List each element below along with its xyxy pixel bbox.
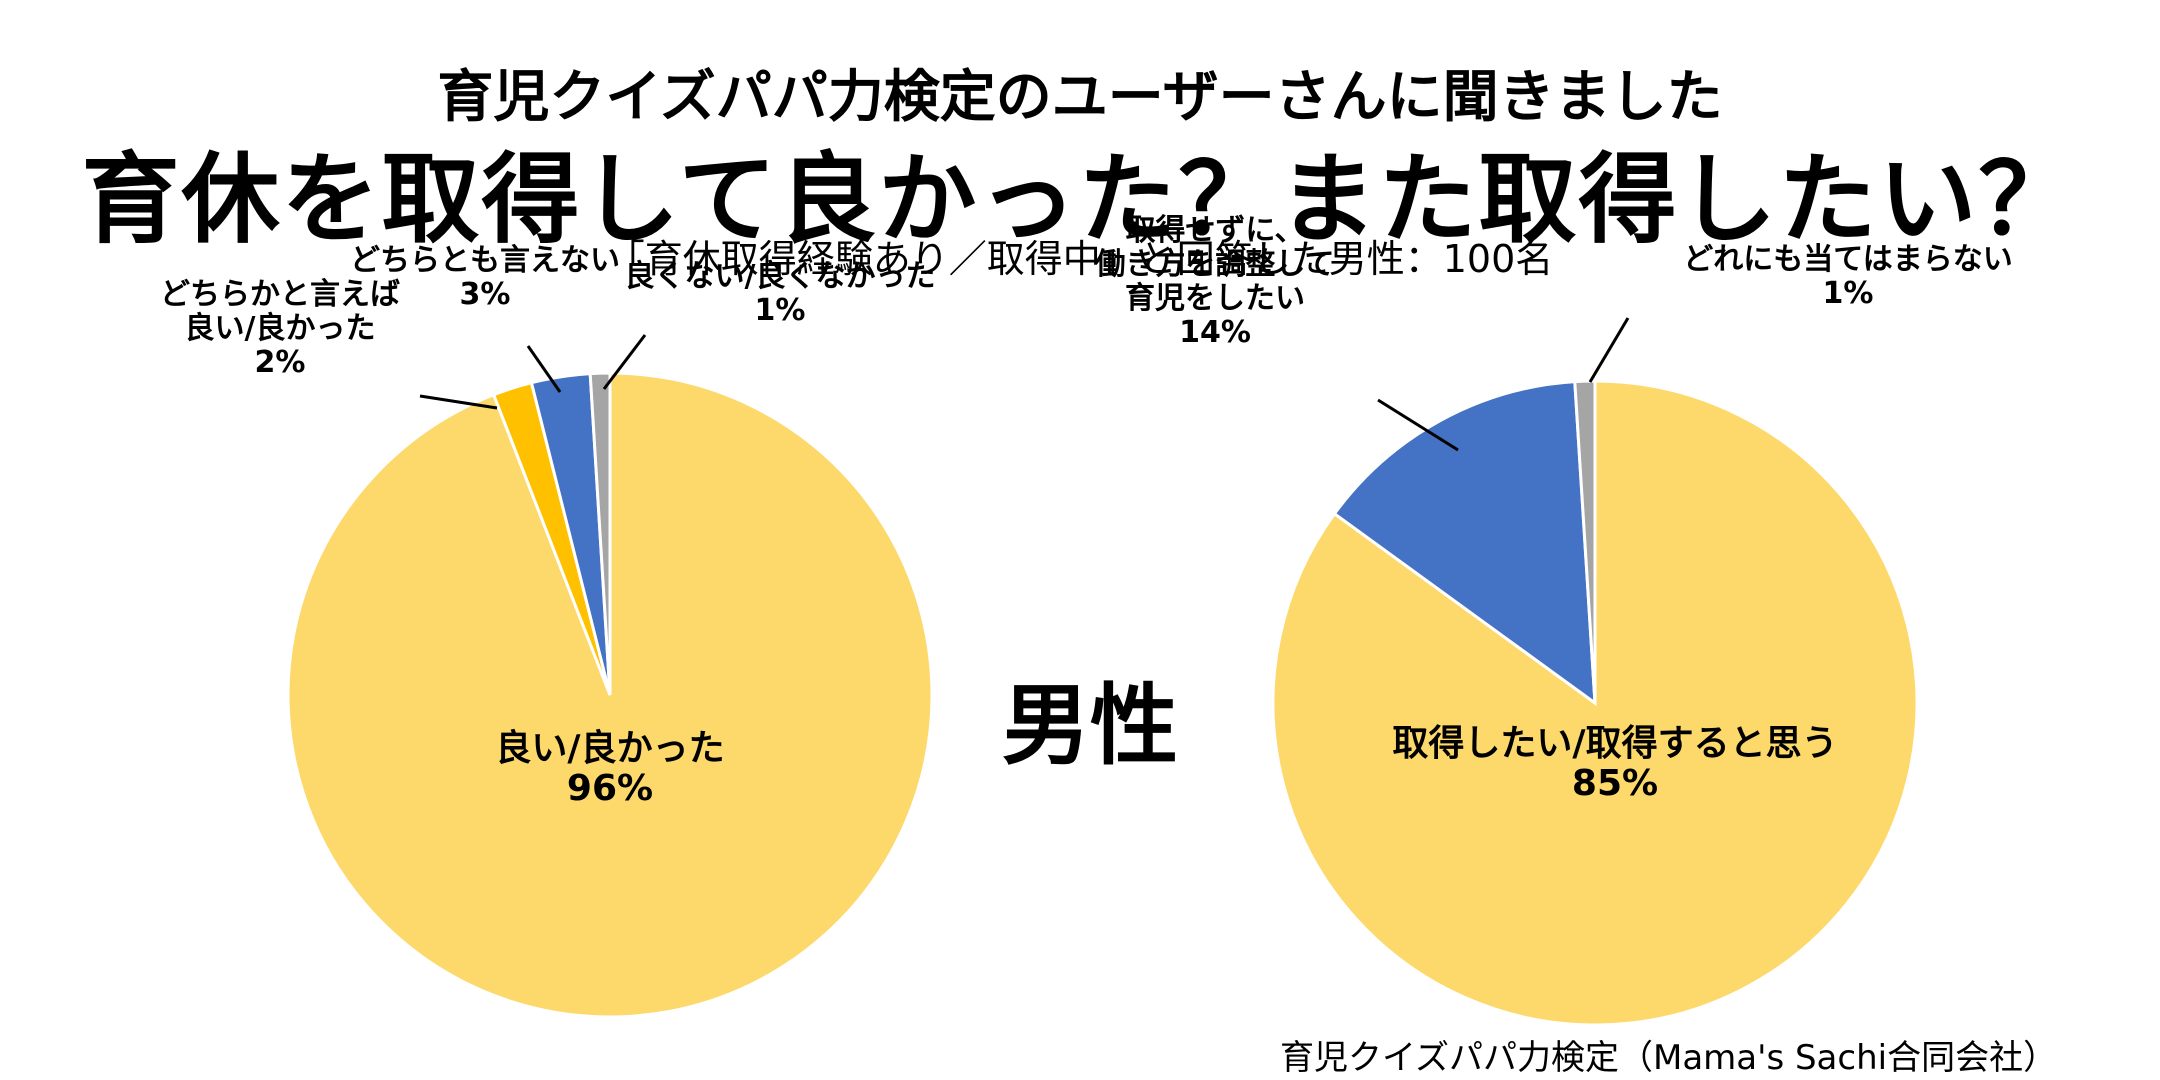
pie1-leader-line-2 [419, 394, 498, 410]
pie1-slice-1-label: 良い/良かった [495, 728, 724, 769]
pie1-slice-4-label: 良くない/良くなかった [625, 259, 936, 294]
pie2-slice-2 [1332, 380, 1597, 707]
source-credit: 育児クイズパパ力検定（Mama's Sachi合同会社） [1280, 1038, 2058, 1078]
pie2-slice-1-label: 取得したい/取得すると思う [1392, 723, 1837, 764]
pie1-leader-line-4 [602, 334, 647, 390]
pie2-slice-3 [1573, 379, 1597, 704]
chart-supertitle: 育児クイズパパ力検定のユーザーさんに聞きました [437, 65, 1723, 130]
pie1-slice-4 [588, 371, 612, 696]
pie1-slice-1-value: 96% [567, 768, 653, 809]
pie1-leader-line-3 [526, 345, 562, 393]
pie1-slice-2-value: 2% [255, 345, 306, 380]
pie1-slice-4-value: 1% [755, 293, 806, 328]
pie2-slice-3-value: 1% [1823, 276, 1874, 311]
pie2-slice-2-value: 14% [1179, 315, 1251, 350]
pie2-leader-line-2 [1377, 398, 1459, 452]
pie1-slice-2-label: 良い/良かった [185, 311, 376, 346]
chart-title: 育休を取得して良かった？また取得したい？ [81, 143, 2079, 257]
chart-subtitle: 「育休取得経験あり／取得中」と回答した男性：100名 [606, 237, 1554, 281]
pie2-leader-line-3 [1588, 317, 1630, 383]
pie2-slice-3-label: どれにも当てはまらない [1683, 242, 2012, 277]
pie1-slice-3-value: 3% [460, 277, 511, 312]
pie2-slice-1-value: 85% [1572, 763, 1658, 804]
pie2-slice-2-label: 働き方を調整して [1094, 247, 1334, 282]
pie1-slice-3-label: どちらとも言えない [350, 243, 620, 278]
pie2-slice-2-label: 育児をしたい [1125, 281, 1305, 316]
gender-label: 男性 [1001, 674, 1178, 777]
pie1-slice-2-label: どちらかと言えば [160, 277, 400, 312]
pie2-slice-2-label: 取得せずに、 [1125, 213, 1304, 248]
